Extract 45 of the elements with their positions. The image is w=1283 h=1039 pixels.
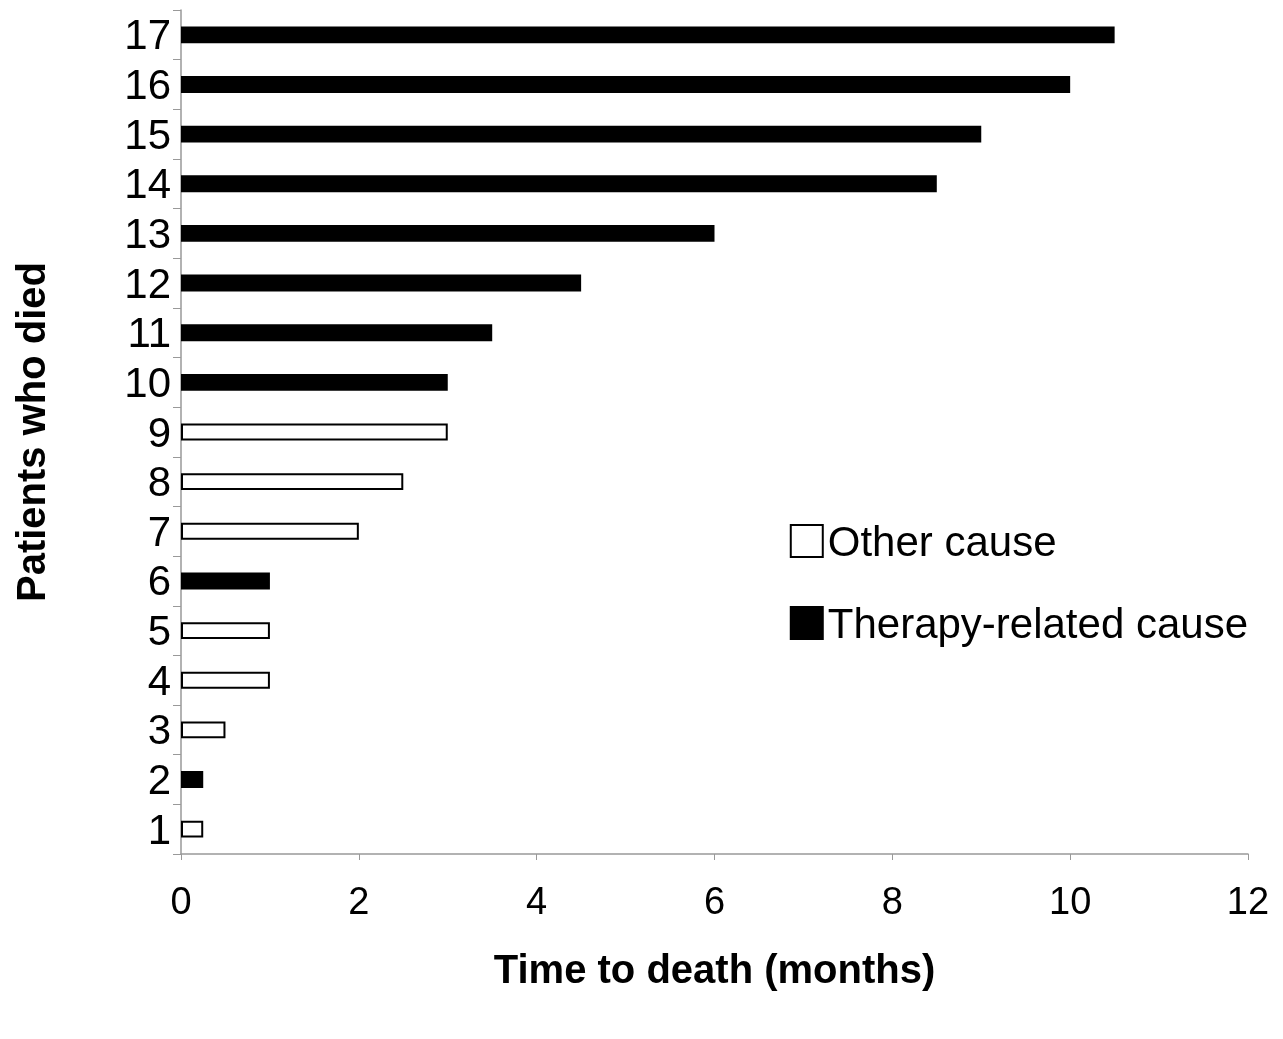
y-tick-label: 16 bbox=[124, 60, 171, 108]
y-tick-label: 14 bbox=[124, 160, 171, 208]
x-tick-label: 4 bbox=[526, 880, 548, 922]
x-tick-label: 2 bbox=[348, 880, 370, 922]
y-axis-title: Patients who died bbox=[9, 261, 53, 603]
bar bbox=[181, 820, 204, 838]
x-tick-label: 10 bbox=[1049, 880, 1092, 922]
y-tick-label: 6 bbox=[147, 557, 171, 605]
y-tick-label: 2 bbox=[147, 756, 171, 804]
y-tick-label: 4 bbox=[147, 656, 171, 704]
bar bbox=[181, 373, 448, 391]
bar bbox=[181, 175, 937, 193]
x-tick-label: 0 bbox=[170, 880, 192, 922]
y-tick-label: 7 bbox=[147, 507, 171, 555]
y-tick-label: 3 bbox=[147, 706, 171, 754]
bar bbox=[181, 423, 448, 441]
bar bbox=[181, 572, 270, 590]
y-tick-label: 11 bbox=[127, 309, 171, 357]
y-tick-label: 5 bbox=[147, 607, 171, 655]
legend-label: Therapy-related cause bbox=[827, 599, 1249, 647]
x-tick-label: 12 bbox=[1226, 880, 1270, 922]
bar bbox=[181, 274, 582, 292]
y-tick-label: 17 bbox=[124, 11, 171, 59]
y-tick-label: 10 bbox=[124, 358, 171, 406]
y-tick-label: 13 bbox=[124, 209, 171, 257]
bar bbox=[181, 771, 204, 788]
bar bbox=[181, 224, 715, 242]
x-tick-label: 6 bbox=[703, 880, 726, 922]
bar bbox=[181, 125, 982, 143]
bar bbox=[181, 473, 404, 491]
y-tick-label: 15 bbox=[124, 110, 171, 158]
bar bbox=[181, 26, 1115, 44]
bar bbox=[181, 721, 226, 739]
bar bbox=[181, 622, 270, 640]
bar bbox=[181, 671, 270, 689]
y-tick-label: 8 bbox=[147, 458, 171, 506]
y-tick-label: 12 bbox=[124, 259, 171, 307]
bar bbox=[181, 522, 359, 540]
x-tick-label: 8 bbox=[881, 880, 903, 922]
bar bbox=[181, 76, 1071, 93]
x-axis-title: Time to death (months) bbox=[493, 947, 936, 991]
y-tick-label: 9 bbox=[147, 408, 171, 456]
bar bbox=[181, 324, 493, 342]
y-tick-label: 1 bbox=[147, 805, 171, 853]
legend-label: Other cause bbox=[827, 517, 1057, 565]
